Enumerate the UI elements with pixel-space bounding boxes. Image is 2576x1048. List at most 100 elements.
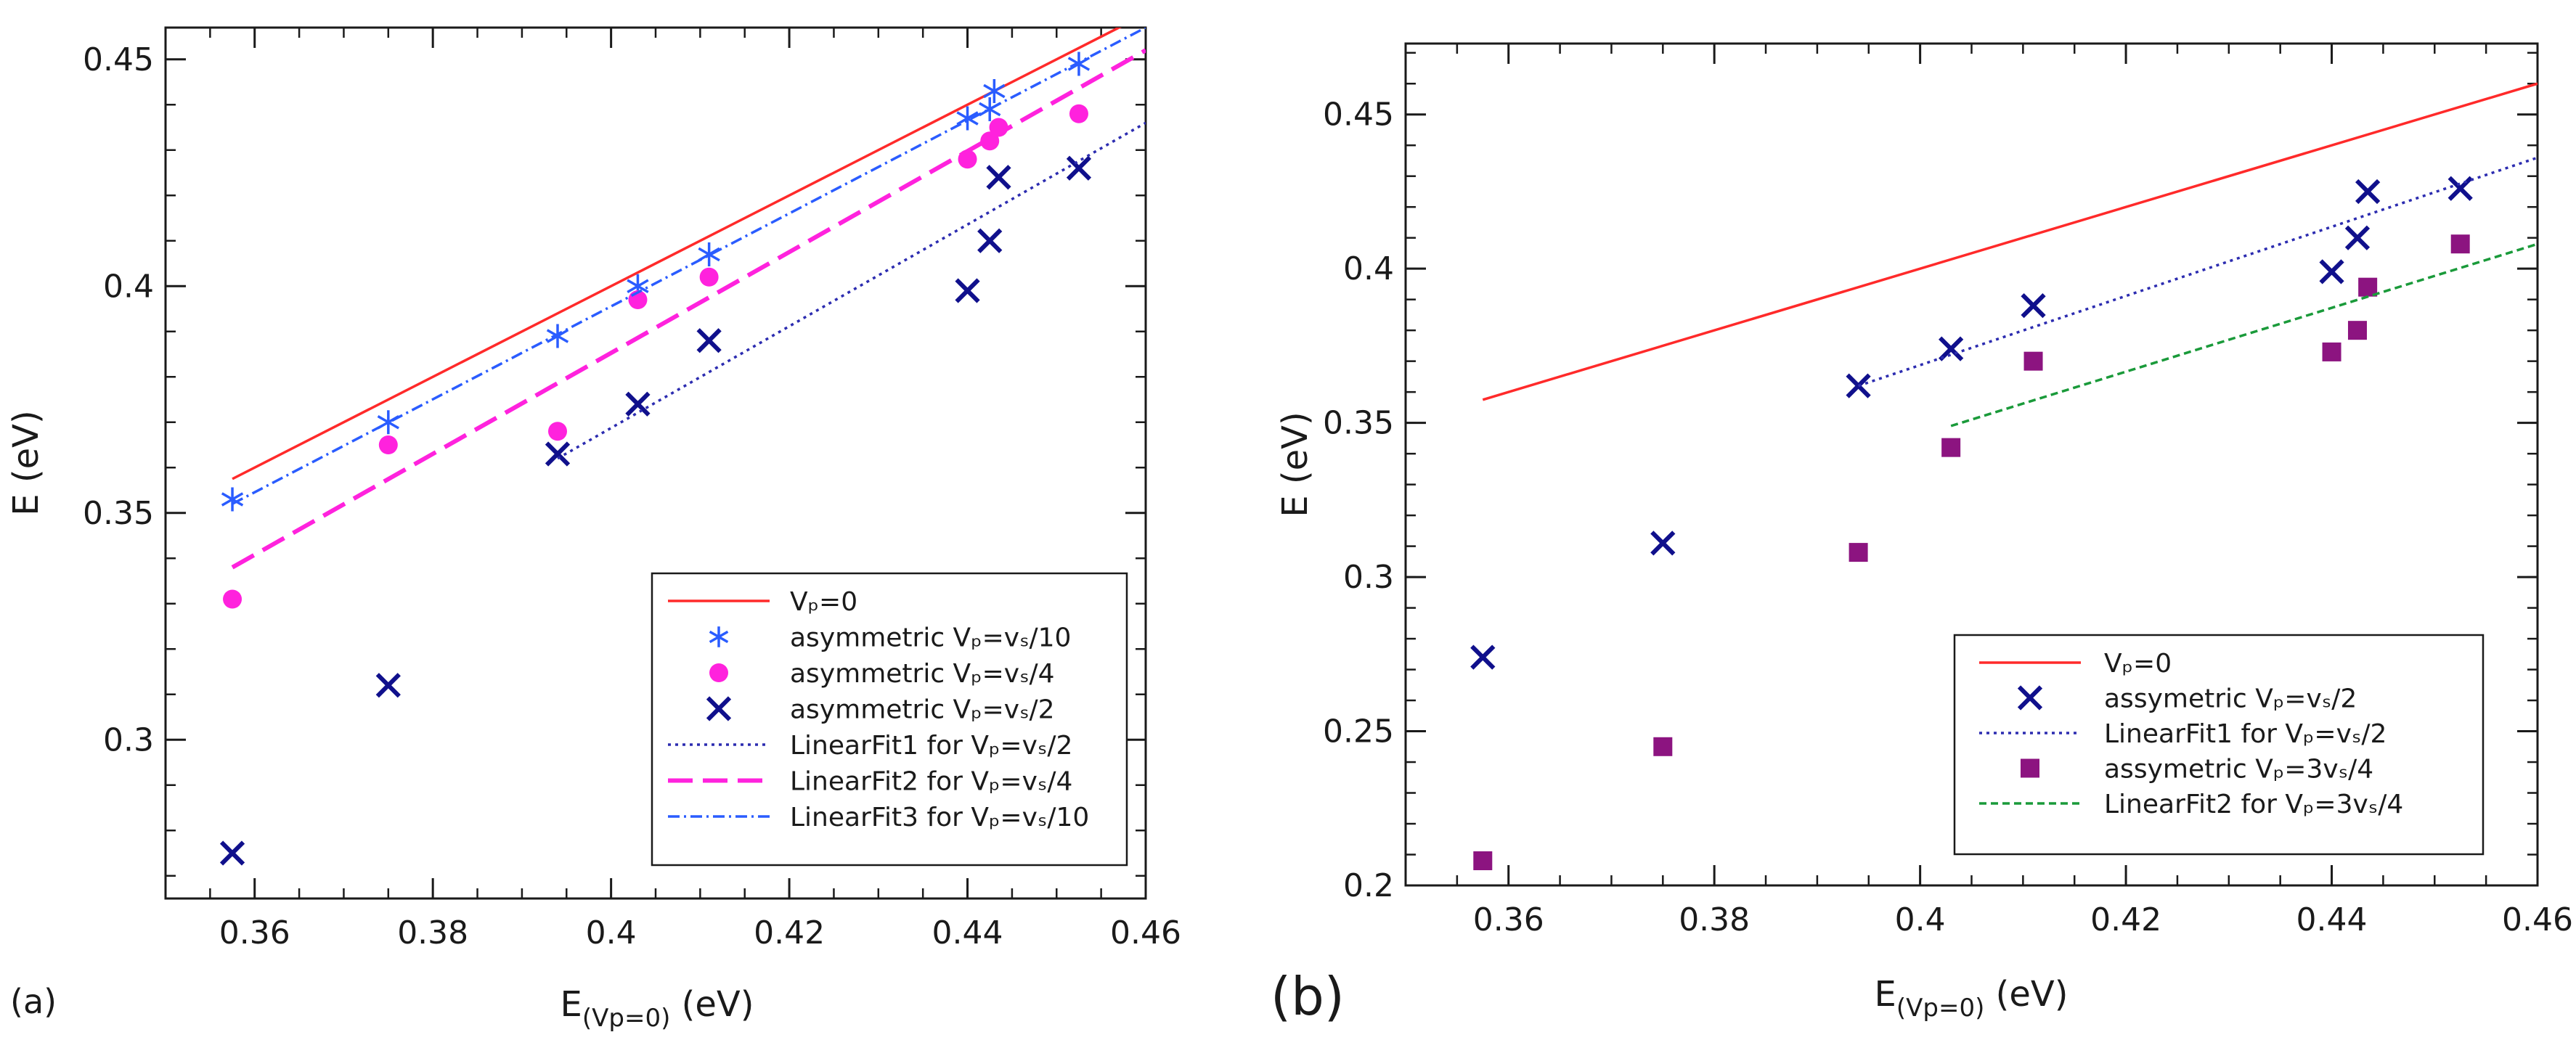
legend-label: assymetric Vₚ=3vₛ/4 [2104, 755, 2373, 785]
data-point [1069, 104, 1088, 123]
data-point [377, 410, 399, 435]
series-asym2 [219, 155, 1092, 866]
data-point [2450, 234, 2470, 254]
y-tick-label: 0.35 [1323, 405, 1394, 442]
data-point [698, 242, 720, 266]
x-tick-label: 0.46 [2502, 901, 2573, 938]
chart-panel-a: 0.36 0.38 0.4 0.42 0.44 0.46 0.3 0.35 0.4 0.45 E (… [6, 26, 1181, 1033]
legend-label: asymmetric Vₚ=vₛ/4 [790, 659, 1055, 689]
x-axis-label-main: E [1875, 974, 1896, 1015]
legend-label: asymmetric Vₚ=vₛ/10 [790, 623, 1071, 653]
x-tick-label: 0.36 [1473, 901, 1544, 938]
data-point [1653, 737, 1673, 756]
data-point [983, 79, 1006, 103]
legend-label: asymmetric Vₚ=vₛ/2 [790, 695, 1055, 725]
x-tick-label: 0.46 [1110, 914, 1181, 951]
data-point [378, 435, 398, 454]
y-axis-label: E (eV) [1275, 412, 1316, 517]
data-point [1473, 851, 1493, 871]
x-axis-label-sub: (Vp=0) [582, 1004, 671, 1033]
legend-entry-vp0: Vₚ=0 [1979, 649, 2172, 679]
y-tick-label: 0.45 [1323, 97, 1394, 134]
series-line-vp0 [1482, 82, 2538, 401]
data-point [221, 487, 244, 512]
data-point [1939, 336, 1964, 361]
series-asym4 [223, 104, 1088, 609]
x-tick-label: 0.38 [1679, 901, 1750, 938]
legend-entry-fit3: LinearFit3 for Vₚ=vₛ/10 [668, 803, 1089, 832]
data-point [625, 391, 651, 417]
series-line-fit3 [232, 28, 1146, 505]
data-point [1941, 438, 1961, 457]
x-tick-label: 0.44 [2296, 901, 2368, 938]
legend-label: Vₚ=0 [790, 587, 857, 617]
data-point [2355, 179, 2381, 205]
x-axis-label: E(Vp=0) (eV) [1875, 974, 2068, 1023]
data-point [2344, 225, 2371, 250]
data-point [375, 673, 401, 698]
series-asym34 [1473, 234, 2470, 871]
data-point [2021, 293, 2046, 319]
data-point [546, 324, 569, 348]
data-point [699, 267, 719, 287]
x-tick-label: 0.38 [397, 914, 468, 951]
legend-marker-swatch [709, 663, 728, 682]
legend-entry-vp0: Vₚ=0 [668, 587, 857, 617]
legend: Vₚ=0 asymmetric Vₚ=vₛ/10 asymmetric Vₚ=vₛ/… [651, 572, 1128, 867]
legend-entry-asym2: assymetric Vₚ=vₛ/2 [2017, 684, 2357, 714]
series-line-fit2 [1950, 242, 2538, 427]
x-tick-label: 0.36 [219, 914, 290, 951]
x-tick-label: 0.44 [932, 914, 1003, 951]
chart-panel-b: 0.36 0.38 0.4 0.42 0.44 0.46 0.2 0.25 0.3 0.35 0.4… [1271, 42, 2573, 1027]
x-axis-label-unit: (eV) [1984, 974, 2068, 1015]
data-point [956, 106, 979, 131]
x-tick-label: 0.4 [1895, 901, 1946, 938]
legend-entry-fit1: LinearFit1 for Vₚ=vₛ/2 [1979, 719, 2387, 749]
legend-box [1953, 634, 2485, 856]
legend-label: LinearFit3 for Vₚ=vₛ/10 [790, 803, 1089, 832]
legend-label: Vₚ=0 [2104, 649, 2172, 679]
legend-entry-fit2: LinearFit2 for Vₚ=3vₛ/4 [1979, 790, 2403, 819]
legend-marker-swatch [706, 696, 732, 721]
panel-label: (a) [10, 982, 57, 1021]
data-point [2347, 321, 2367, 340]
x-axis-label-main: E [561, 984, 582, 1025]
y-tick-label: 0.3 [1343, 559, 1394, 596]
legend-entry-fit2: LinearFit2 for Vₚ=vₛ/4 [668, 767, 1072, 797]
data-point [1849, 543, 1868, 562]
y-tick-label: 0.35 [83, 495, 154, 532]
legend-label: LinearFit2 for Vₚ=3vₛ/4 [2104, 790, 2403, 819]
x-tick-label: 0.4 [586, 914, 637, 951]
data-point [2322, 342, 2341, 361]
legend-label: assymetric Vₚ=vₛ/2 [2104, 684, 2357, 714]
y-tick-label: 0.45 [83, 41, 154, 78]
data-point [1650, 531, 1676, 556]
data-point [2319, 259, 2344, 284]
legend-entry-asym10: asymmetric Vₚ=vₛ/10 [709, 623, 1071, 653]
legend-marker-swatch [709, 626, 729, 647]
data-point [545, 441, 571, 467]
legend-marker-swatch [2021, 758, 2039, 778]
x-axis-label-sub: (Vp=0) [1896, 994, 1985, 1023]
legend-entry-asym2: asymmetric Vₚ=vₛ/2 [706, 695, 1055, 725]
data-point [1067, 52, 1091, 76]
series-asym2 [1470, 176, 2473, 670]
legend-label: LinearFit1 for Vₚ=vₛ/2 [2104, 719, 2387, 749]
data-point [986, 165, 1011, 190]
data-point [1066, 155, 1092, 181]
x-tick-label: 0.42 [754, 914, 825, 951]
legend-entry-fit1: LinearFit1 for Vₚ=vₛ/2 [668, 731, 1072, 761]
x-axis-label: E(Vp=0) (eV) [561, 984, 754, 1033]
y-tick-label: 0.4 [103, 268, 154, 305]
y-tick-label: 0.3 [103, 721, 154, 758]
legend-entry-asym34: assymetric Vₚ=3vₛ/4 [2021, 755, 2373, 785]
data-point [979, 97, 1001, 121]
data-point [977, 228, 1003, 253]
series-line-fit1 [1858, 156, 2538, 388]
data-point [955, 278, 980, 303]
y-tick-label: 0.25 [1323, 713, 1394, 750]
series-line-vp0 [232, 28, 1122, 480]
x-axis-label-unit: (eV) [670, 984, 754, 1025]
legend-entry-asym4: asymmetric Vₚ=vₛ/4 [709, 659, 1055, 689]
